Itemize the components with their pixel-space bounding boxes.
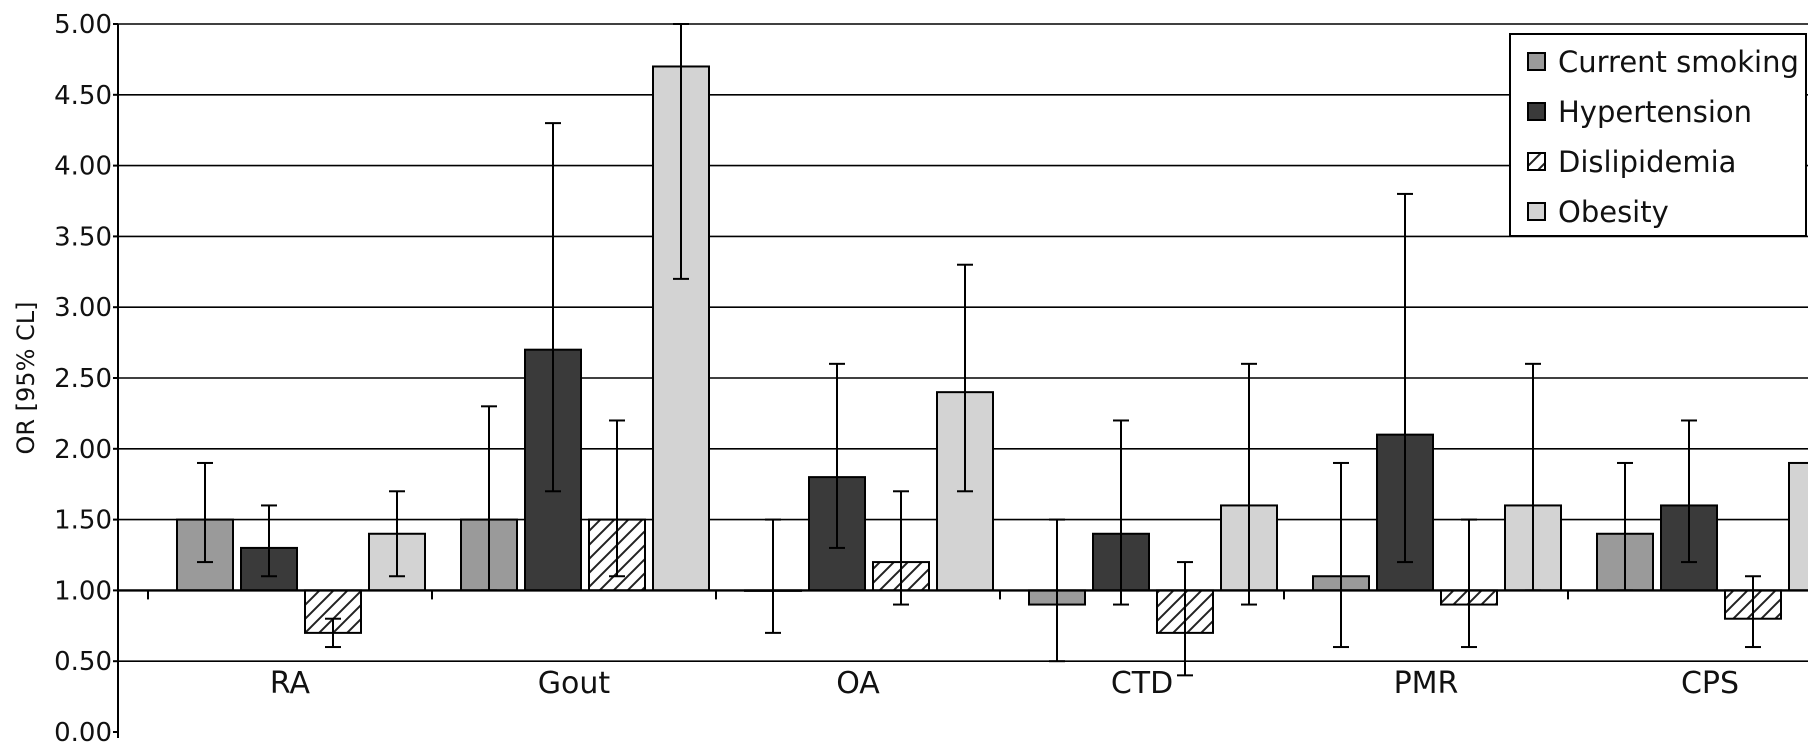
y-tick-label: 4.50 [54, 81, 112, 111]
category-label: PMR [1394, 666, 1459, 701]
y-tick-label: 0.00 [54, 718, 112, 742]
category-label: Gout [538, 666, 611, 701]
legend-swatch [1527, 152, 1546, 171]
legend-label: Dislipidemia [1558, 145, 1736, 179]
legend-box [1509, 33, 1807, 237]
y-tick-label: 2.50 [54, 364, 112, 394]
y-tick-label: 1.00 [54, 576, 112, 606]
category-label: CPS [1681, 666, 1739, 701]
y-axis-label: OR [95% CL] [12, 301, 40, 454]
legend-label: Obesity [1558, 195, 1669, 229]
category-label: RA [270, 666, 311, 701]
legend-swatch [1527, 52, 1546, 71]
legend-swatch [1527, 102, 1546, 121]
category-label: OA [836, 666, 880, 701]
category-labels: RA Gout OA CTD PMR CPS [270, 666, 1739, 701]
y-tick-label: 4.00 [54, 152, 112, 182]
legend-label: Current smoking [1558, 45, 1799, 79]
y-tick-label: 2.00 [54, 435, 112, 465]
bar-obesity-cps [1788, 461, 1808, 592]
y-axis-ticks: 0.00 0.50 1.00 1.50 2.00 2.50 3.00 3.50 4.00 4.50… [54, 10, 112, 742]
y-tick-label: 5.00 [54, 10, 112, 40]
y-tick-label: 3.00 [54, 293, 112, 323]
legend: Current smoking Hypertension Dislipidemia O… [1509, 33, 1807, 237]
legend-swatch [1527, 202, 1546, 221]
y-tick-label: 1.50 [54, 506, 112, 536]
legend-items: Current smoking Hypertension Dislipidemia O… [1527, 45, 1799, 229]
category-label: CTD [1111, 666, 1173, 701]
y-tick-label: 0.50 [54, 647, 112, 677]
legend-label: Hypertension [1558, 95, 1752, 129]
error-bars [197, 23, 1761, 677]
y-tick-label: 3.50 [54, 222, 112, 252]
axes [113, 23, 1808, 738]
